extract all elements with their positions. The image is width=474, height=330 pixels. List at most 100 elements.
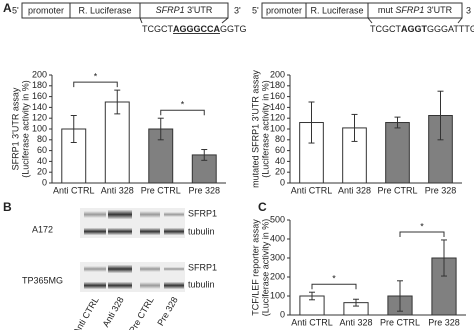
significance-label: * [181,100,185,110]
band [84,228,106,235]
panel-label: C [258,200,267,214]
x-tick-label: Anti 328 [338,185,371,195]
band-label: tubulin [188,279,215,289]
significance-label: * [332,274,336,284]
seq-site: AGGT [401,24,428,34]
three-prime: 3 [466,5,471,15]
x-tick-label: Pre CTRL [377,185,417,195]
significance-bracket [311,283,357,290]
sequence: TCGCTAGGGCCAGGTG [142,24,247,34]
utr-region: 3'UTR [427,5,453,15]
band [140,266,160,272]
utr-region: 3'UTR [187,5,213,15]
y-tick-label: 160 [270,91,285,101]
seq-prefix: TCGCT [370,24,401,34]
y-tick-label: 40 [37,156,47,166]
seq-suffix: GGTG [220,24,247,34]
zoom-line [139,17,143,24]
band [140,282,160,289]
y-tick-label: 0 [280,177,285,187]
luciferase: R. Luciferase [310,5,363,15]
utr-box [139,2,229,19]
utr: mut SFRP1 3'UTR [378,5,453,15]
band-label: tubulin [188,226,215,236]
x-tick-label: Pre CTRL [141,185,181,195]
y-tick-label: 100 [270,123,285,133]
cell-line: A172 [32,224,53,234]
panel-label: B [3,200,12,214]
construct: 5' promoter R. Luciferase SFRP1 3'UTR 3'… [12,2,247,34]
zoom-line [221,17,229,24]
utr-box [367,2,463,19]
y-tick-label: 40 [275,156,285,166]
x-tick-label: Anti 328 [101,185,134,195]
y-tick-label: 20 [275,167,285,177]
y-tick-label: 0 [42,177,47,187]
band [164,228,184,235]
seq-site: AGGGCCA [173,24,221,34]
y-tick-label: 180 [32,80,47,90]
bar [385,122,410,184]
band [108,210,132,219]
cell-line: TP365MG [22,275,63,285]
lane-label: Anti CTRL [71,295,100,330]
significance-bracket [160,109,205,116]
band [84,282,106,289]
seq-prefix: TCGCT [142,24,173,34]
y-tick-label: 500 [270,214,285,224]
band [140,228,160,235]
band-label: SFRP1 [188,262,217,272]
y-tick-label: 400 [270,233,285,243]
band-label: SFRP1 [188,208,217,218]
x-tick-label: Pre CTRL [380,317,420,327]
sequence: TCGCTAGGTGGGATTTGT [370,24,474,34]
x-tick-label: Pre 328 [425,185,457,195]
y-tick-label: 200 [270,271,285,281]
panel-label: A [3,1,12,15]
y-axis-label: (Luciferase activity in %) [260,80,270,178]
x-tick-label: Anti 328 [339,317,372,327]
band [140,211,160,218]
seq-suffix: GGGATTTGT [427,24,474,34]
y-axis-label: TCF/LEF reporter assay [250,219,260,316]
band [108,228,132,235]
y-tick-label: 160 [32,91,47,101]
y-axis-label: (Luciferase activity in %) [20,80,30,178]
five-prime: 5' [12,5,19,15]
utr: SFRP1 3'UTR [156,5,213,15]
y-tick-label: 100 [270,290,285,300]
band [108,265,132,273]
significance-bracket [73,81,118,88]
y-tick-label: 0 [280,309,285,319]
x-tick-label: Pre 328 [428,317,460,327]
band [84,266,106,272]
y-tick-label: 200 [32,69,47,79]
y-tick-label: 140 [270,102,285,112]
y-tick-label: 60 [37,145,47,155]
significance-label: * [420,221,424,231]
y-axis-label: SFRP1 3'UTR assay [10,87,20,170]
western-blot: A172 TP365MG SFRP1 tubulin SFRP1 tubulin… [22,208,217,330]
utr-gene: SFRP1 [156,5,185,15]
band [164,212,184,217]
y-tick-label: 120 [270,113,285,123]
band [164,282,184,289]
y-tick-label: 180 [270,80,285,90]
significance-bracket [399,231,445,237]
promoter: promoter [266,5,302,15]
y-axis-label: (Luciferase activity in %) [260,219,270,317]
promoter: promoter [28,5,64,15]
y-tick-label: 60 [275,145,285,155]
y-tick-label: 80 [275,134,285,144]
y-tick-label: 140 [32,102,47,112]
lane-label: Pre 328 [155,295,179,327]
band [164,267,184,271]
y-tick-label: 200 [270,69,285,79]
x-tick-label: Anti CTRL [53,185,95,195]
luciferase: R. Luciferase [78,5,131,15]
zoom-line [457,17,463,24]
band [84,211,106,218]
y-tick-label: 300 [270,252,285,262]
zoom-line [367,17,373,24]
